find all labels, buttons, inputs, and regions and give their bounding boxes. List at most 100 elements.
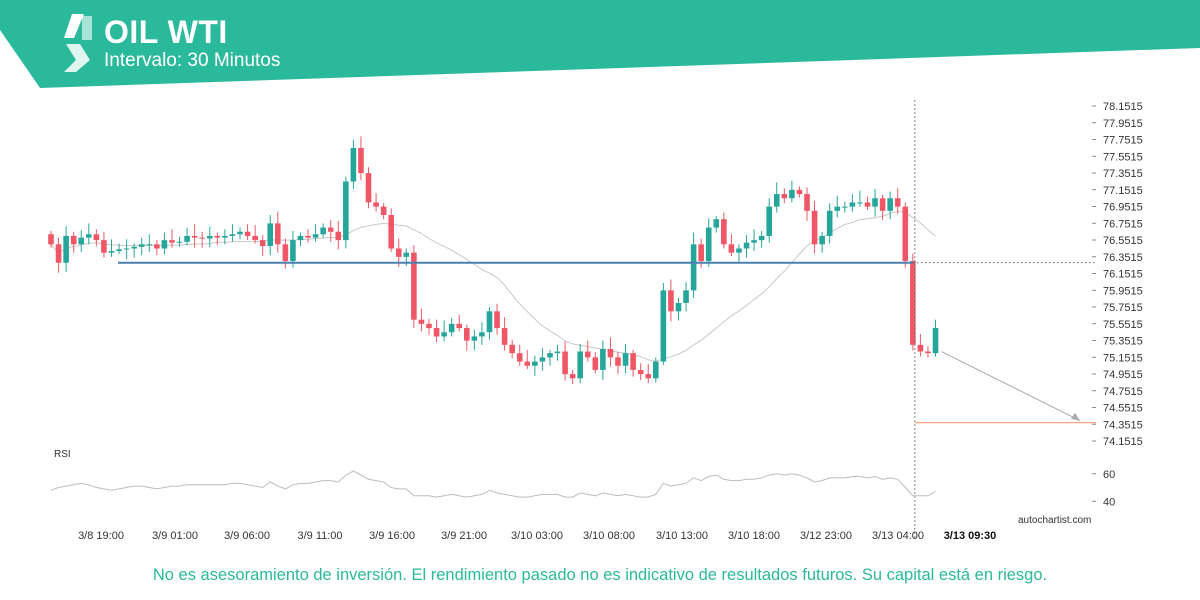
y-tick-label: 77.1515 (1103, 185, 1143, 197)
candle-body (622, 353, 629, 366)
candle-body (456, 323, 463, 329)
candle-body (131, 246, 137, 249)
candle-body (736, 248, 742, 253)
moving-average (50, 210, 936, 362)
candle-body (108, 251, 115, 253)
x-tick-label: 3/9 16:00 (369, 530, 415, 542)
candle-body (335, 231, 342, 241)
candle-body (872, 198, 878, 207)
x-tick-label: 3/13 04:00 (872, 530, 924, 542)
candle-body (607, 349, 614, 358)
candle-body (116, 249, 122, 252)
candle-body (441, 332, 447, 337)
candle-body (486, 311, 493, 333)
candle-body (577, 351, 583, 379)
candle-body (910, 261, 916, 345)
candle-body (494, 311, 500, 329)
candle-body (653, 361, 659, 379)
candle-body (842, 206, 848, 208)
candle-body (395, 248, 402, 257)
instrument-title: OIL WTI (104, 14, 228, 50)
candle-body (925, 351, 931, 354)
y-tick-label: 75.7515 (1103, 302, 1143, 314)
candle-body (373, 202, 379, 207)
candle-body (479, 332, 485, 337)
interval-subtitle: Intervalo: 30 Minutos (104, 50, 281, 71)
y-tick-label: 74.3515 (1103, 419, 1143, 431)
candle-body (834, 206, 841, 211)
candle-body (532, 361, 538, 366)
candle-body (894, 198, 901, 207)
candle-body (161, 240, 168, 249)
candle-body (668, 290, 674, 312)
rsi-label: RSI (54, 449, 71, 460)
y-tick-label: 75.1515 (1103, 352, 1143, 364)
candle-body (63, 235, 69, 263)
y-tick-label: 77.7515 (1103, 135, 1143, 147)
y-tick-label: 76.5515 (1103, 235, 1143, 247)
candle-body (471, 336, 478, 341)
candle-body (675, 302, 682, 312)
candle-body (358, 148, 364, 174)
candle-body (758, 235, 765, 241)
rsi-panel: 60 40 (50, 469, 1115, 508)
candle-body (252, 235, 258, 241)
candle-body (199, 237, 205, 239)
candle-body (320, 227, 326, 235)
candle-body (509, 344, 515, 354)
candle-body (138, 244, 145, 247)
candle-body (388, 215, 394, 249)
price-levels (118, 100, 1096, 540)
candle-body (781, 194, 788, 199)
candle-body (433, 328, 440, 337)
moving-average-line (50, 210, 936, 362)
candle-body (539, 357, 546, 362)
candle-body (562, 351, 568, 375)
candle-body (282, 244, 289, 262)
y-tick-label: 74.7515 (1103, 386, 1143, 398)
candle-body (819, 235, 825, 245)
candle-body (516, 353, 523, 362)
candle-body (864, 202, 871, 207)
candle-body (365, 173, 372, 203)
y-axis: 78.1515 77.9515 77.7515 77.5515 77.3515 77.15… (1092, 101, 1143, 448)
candle-body (547, 353, 553, 358)
candle-body (811, 210, 818, 245)
header-banner: OIL WTI Intervalo: 30 Minutos (0, 0, 1200, 90)
candle-body (93, 234, 100, 241)
y-tick-label: 74.9515 (1103, 369, 1143, 381)
candle-body (206, 235, 213, 239)
candle-body (554, 351, 561, 354)
candle-body (244, 231, 251, 236)
candle-body (350, 148, 357, 182)
x-tick-label: 3/9 11:00 (297, 530, 342, 542)
rsi-line (50, 470, 936, 498)
candle-body (290, 240, 296, 262)
candle-body (448, 323, 455, 333)
candle-body (380, 206, 387, 216)
candle-body (584, 351, 591, 358)
x-tick-label: 3/9 21:00 (441, 530, 487, 542)
candle-body (721, 219, 727, 245)
candle-body (917, 344, 924, 352)
candle-body (690, 244, 697, 291)
candle-body (743, 242, 750, 249)
candle-body (932, 328, 939, 354)
candle-body (849, 202, 856, 207)
candle-body (615, 357, 621, 366)
candle-body (630, 353, 636, 370)
candle-body (78, 237, 85, 245)
x-tick-label: 3/13 09:30 (944, 530, 997, 542)
candle-body (789, 189, 795, 199)
candle-body (751, 240, 757, 243)
y-tick-label: 77.3515 (1103, 168, 1143, 180)
y-tick-label: 76.3515 (1103, 252, 1143, 264)
y-tick-label: 74.1515 (1103, 436, 1143, 448)
y-tick-label: 75.9515 (1103, 285, 1143, 297)
x-tick-label: 3/8 19:00 (78, 530, 124, 542)
candle-body (887, 198, 893, 211)
candle-body (403, 252, 410, 257)
y-tick-label: 76.9515 (1103, 202, 1143, 214)
candle-body (569, 374, 576, 379)
candle-body (902, 206, 909, 262)
